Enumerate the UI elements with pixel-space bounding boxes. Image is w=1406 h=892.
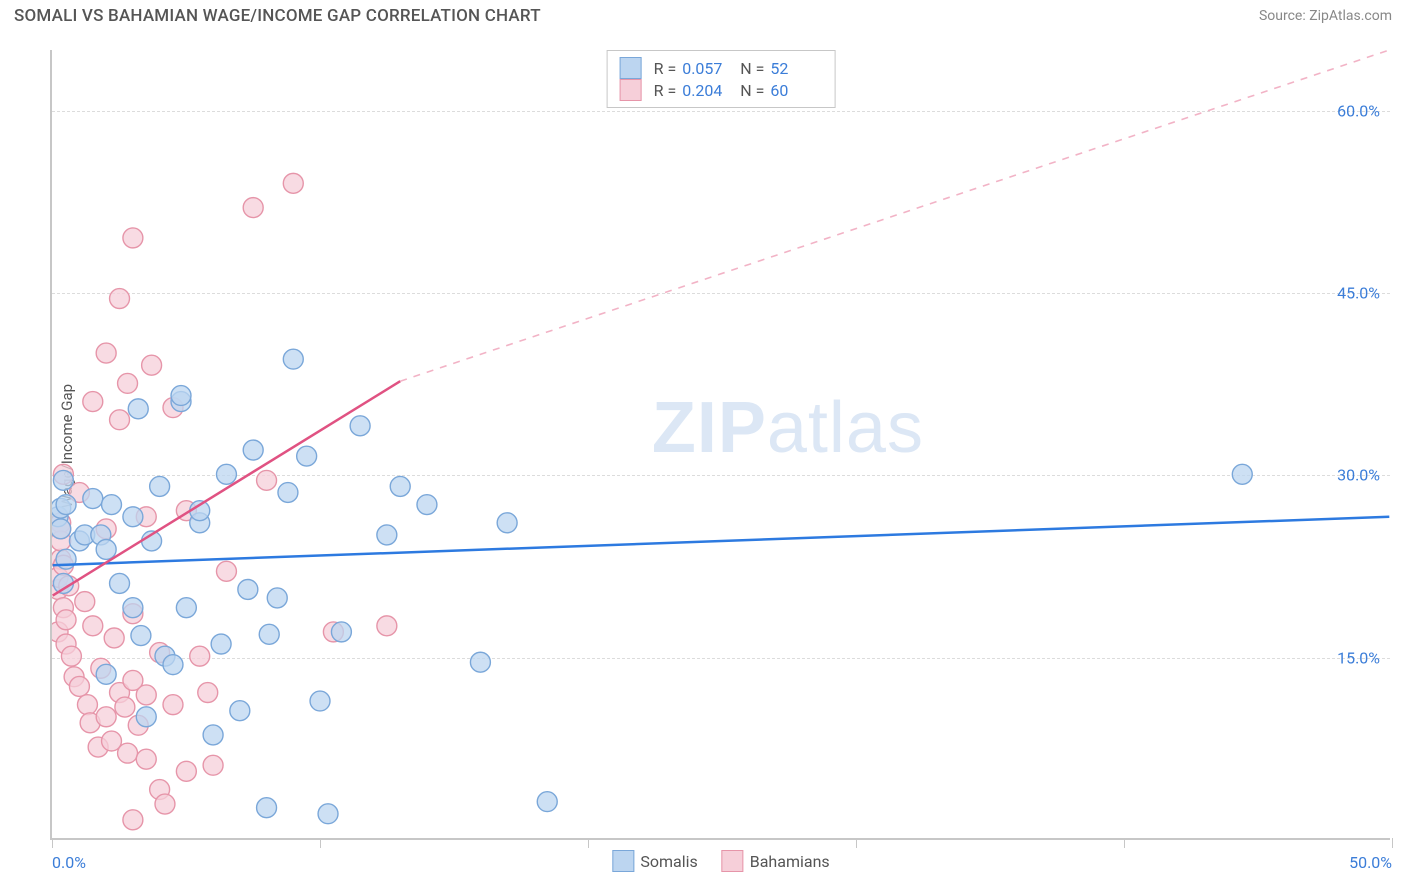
legend-row-bahamians: R = 0.204 N = 60 (620, 79, 823, 101)
x-tick-label: 0.0% (52, 853, 86, 872)
x-tick (320, 838, 321, 848)
x-tick (1392, 838, 1393, 848)
x-tick-label: 50.0% (1349, 853, 1392, 872)
x-tick (52, 838, 53, 848)
x-tick (856, 838, 857, 848)
bahamians-swatch-bottom (722, 850, 744, 872)
plot-area: ZIPatlas R = 0.057 N = 52 R = 0.204 N = … (50, 50, 1390, 840)
legend-row-somalis: R = 0.057 N = 52 (620, 57, 823, 79)
scatter-svg (52, 50, 1390, 838)
somalis-swatch (620, 57, 642, 79)
bahamians-swatch (620, 79, 642, 101)
correlation-legend: R = 0.057 N = 52 R = 0.204 N = 60 (607, 50, 836, 108)
source-citation: Source: ZipAtlas.com (1259, 8, 1392, 24)
chart-title: SOMALI VS BAHAMIAN WAGE/INCOME GAP CORRE… (14, 6, 541, 26)
series-legend: Somalis Bahamians (612, 850, 829, 872)
legend-item-bahamians: Bahamians (722, 850, 830, 872)
x-tick (588, 838, 589, 848)
x-tick (1124, 838, 1125, 848)
somalis-swatch-bottom (612, 850, 634, 872)
legend-item-somalis: Somalis (612, 850, 697, 872)
